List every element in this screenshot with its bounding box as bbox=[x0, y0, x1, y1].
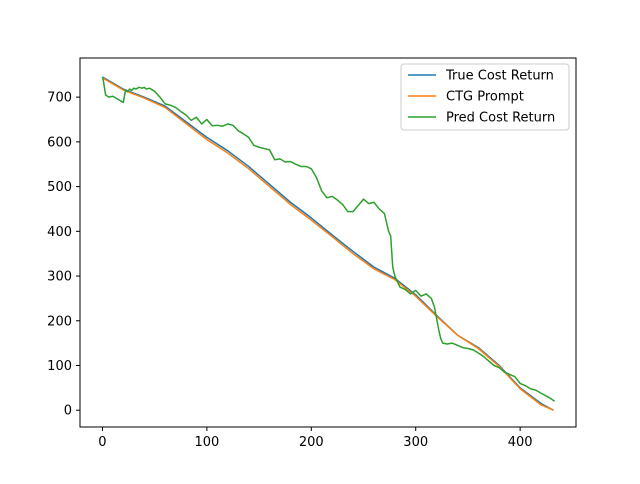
series-layer bbox=[101, 76, 556, 411]
y-tick-label: 400 bbox=[47, 225, 72, 240]
x-tick-label: 300 bbox=[403, 435, 428, 450]
y-tick-label: 200 bbox=[47, 314, 72, 329]
y-tick-label: 500 bbox=[47, 180, 72, 195]
legend-box bbox=[400, 63, 570, 131]
x-tick-label: 200 bbox=[299, 435, 324, 450]
y-tick-label: 600 bbox=[47, 135, 72, 150]
x-tick-label: 400 bbox=[508, 435, 533, 450]
legend: True Cost Return CTG Prompt Pred Cost Retu… bbox=[400, 63, 570, 131]
legend-label-2: Pred Cost Return bbox=[446, 111, 555, 126]
x-tick-label: 100 bbox=[194, 435, 219, 450]
legend-label-0: True Cost Return bbox=[445, 69, 554, 84]
y-tick-label: 300 bbox=[47, 270, 72, 285]
y-axis: 0 100 200 300 400 500 600 700 bbox=[47, 91, 80, 419]
y-tick-label: 0 bbox=[64, 404, 72, 419]
axes-frame bbox=[79, 57, 577, 428]
series-line-2 bbox=[101, 76, 556, 402]
legend-label-1: CTG Prompt bbox=[446, 90, 524, 105]
x-tick-label: 0 bbox=[98, 435, 106, 450]
x-axis: 0 100 200 300 400 bbox=[98, 427, 533, 450]
y-tick-label: 100 bbox=[47, 359, 72, 374]
series-line-1 bbox=[102, 77, 554, 411]
y-tick-label: 700 bbox=[47, 91, 72, 106]
